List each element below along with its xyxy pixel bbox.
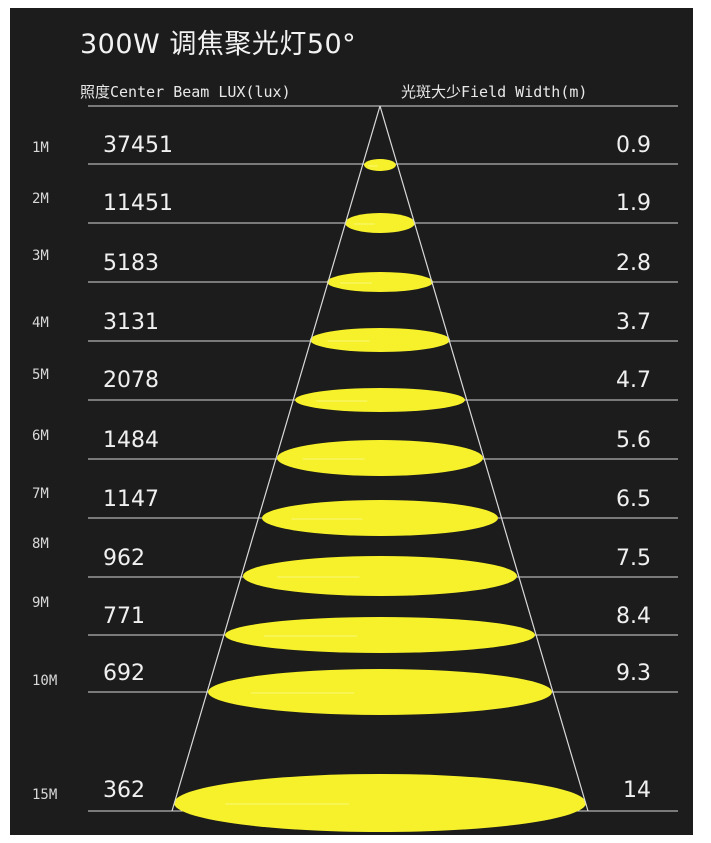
row-distance-label: 6M	[32, 428, 49, 444]
row-lux-value: 362	[103, 778, 145, 803]
row-distance-label: 1M	[32, 140, 49, 156]
beam-diagram: 300W 调焦聚光灯50° 照度Center Beam LUX(lux) 光斑大…	[10, 8, 693, 835]
row-distance-label: 4M	[32, 315, 49, 331]
beam-spot	[277, 440, 483, 476]
row-distance-label: 9M	[32, 595, 49, 611]
row-lux-value: 37451	[103, 133, 173, 158]
row-distance-label: 7M	[32, 486, 49, 502]
beam-spot	[174, 774, 586, 832]
row-lux-value: 1147	[103, 487, 159, 512]
cone-edge-right	[379, 105, 589, 812]
row-width-value: 6.5	[616, 487, 651, 512]
row-lux-value: 962	[103, 546, 145, 571]
row-width-value: 3.7	[616, 310, 651, 335]
row-width-value: 2.8	[616, 251, 651, 276]
row-lux-value: 2078	[103, 368, 159, 393]
row-width-value: 5.6	[616, 428, 651, 453]
beam-spot	[208, 669, 552, 715]
row-width-value: 0.9	[616, 133, 651, 158]
row-width-value: 4.7	[616, 368, 651, 393]
lux-column-header: 照度Center Beam LUX(lux)	[80, 83, 291, 101]
row-distance-label: 15M	[32, 787, 58, 803]
diagram-title: 300W 调焦聚光灯50°	[80, 29, 357, 60]
row-distance-label: 8M	[32, 536, 49, 552]
beam-spot	[262, 500, 498, 536]
row-distance-label: 3M	[32, 248, 49, 264]
row-lux-value: 692	[103, 661, 145, 686]
beam-spot	[310, 328, 450, 352]
width-column-header: 光斑大少Field Width(m)	[401, 83, 588, 101]
beam-cone-svg	[88, 105, 678, 832]
row-lux-value: 5183	[103, 251, 159, 276]
row-lux-value: 1484	[103, 428, 159, 453]
beam-spot	[225, 617, 535, 653]
row-width-value: 7.5	[616, 546, 651, 571]
row-width-value: 9.3	[616, 661, 651, 686]
cone-edge-left	[171, 105, 381, 812]
row-distance-label: 2M	[32, 191, 49, 207]
beam-spot	[364, 159, 396, 171]
beam-spot	[327, 272, 433, 292]
row-lux-value: 771	[103, 604, 145, 629]
row-distance-label: 10M	[32, 673, 58, 689]
row-lux-value: 3131	[103, 310, 159, 335]
row-lux-value: 11451	[103, 191, 173, 216]
row-width-value: 8.4	[616, 604, 651, 629]
row-distance-label: 5M	[32, 367, 49, 383]
row-width-value: 14	[623, 778, 651, 803]
beam-spot	[295, 388, 465, 412]
row-width-value: 1.9	[616, 191, 651, 216]
beam-spot	[243, 556, 517, 596]
beam-spot	[345, 213, 415, 233]
